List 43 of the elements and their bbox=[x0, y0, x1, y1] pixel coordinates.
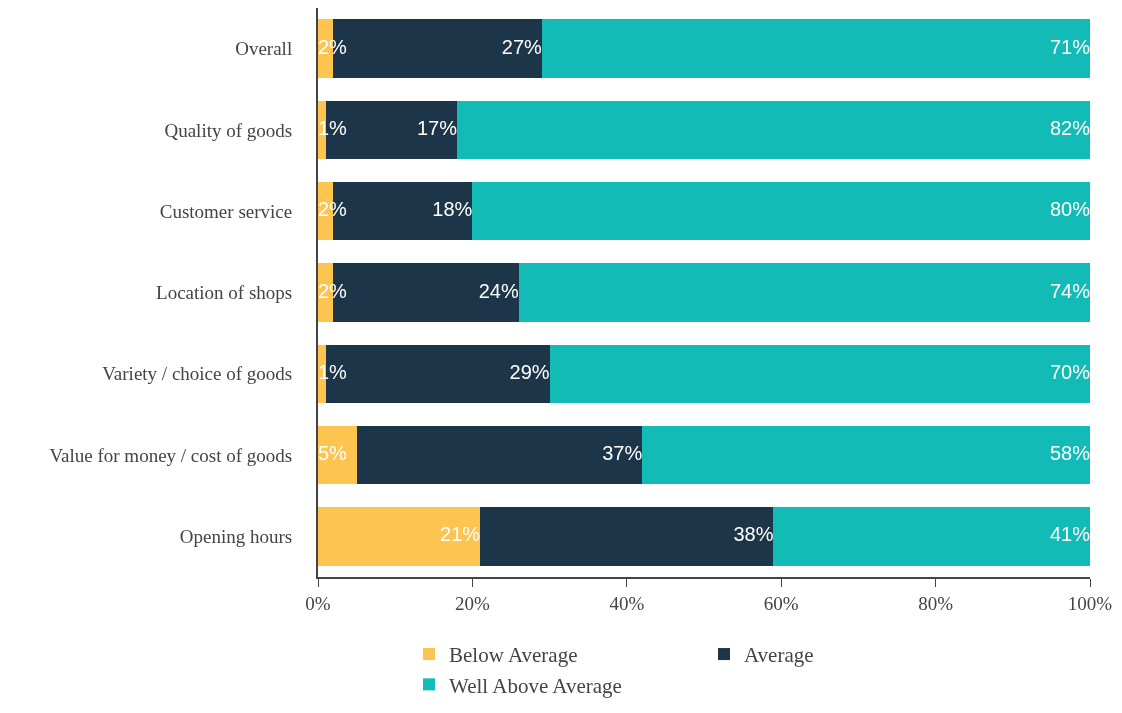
y-tick-label: Value for money / cost of goods bbox=[49, 444, 293, 466]
bar bbox=[518, 263, 1090, 322]
x-tick-label: 20% bbox=[454, 592, 490, 614]
y-tick-label: Opening hours bbox=[179, 526, 293, 548]
y-tick-label: Overall bbox=[235, 38, 293, 60]
data-label: 82% bbox=[1049, 116, 1091, 139]
x-tick-label: 40% bbox=[609, 592, 645, 614]
y-tick-label: Location of shops bbox=[156, 282, 293, 304]
bar bbox=[472, 181, 1090, 241]
x-tick-label: 80% bbox=[918, 592, 954, 614]
data-label: 24% bbox=[478, 279, 519, 302]
data-label: 58% bbox=[1049, 442, 1091, 465]
bar bbox=[480, 507, 774, 566]
bar bbox=[541, 19, 1090, 78]
data-label: 41% bbox=[1049, 523, 1091, 546]
data-label: 37% bbox=[602, 442, 643, 465]
data-label: 80% bbox=[1049, 198, 1091, 221]
x-tick-label: 0% bbox=[305, 592, 331, 614]
legend-label: Below Average bbox=[449, 643, 578, 668]
data-label: 70% bbox=[1049, 360, 1091, 383]
data-label: 27% bbox=[501, 35, 543, 58]
bar bbox=[642, 425, 1090, 485]
data-label: 21% bbox=[440, 523, 481, 546]
data-label: 74% bbox=[1049, 279, 1091, 302]
x-tick-label: 60% bbox=[763, 592, 799, 614]
data-label: 17% bbox=[416, 116, 458, 139]
legend-label: Well Above Average bbox=[449, 673, 622, 698]
data-label: 5% bbox=[318, 442, 348, 465]
data-label: 29% bbox=[509, 360, 550, 383]
bar bbox=[456, 100, 1090, 160]
y-tick-label: Variety / choice of goods bbox=[102, 363, 293, 385]
bar bbox=[356, 425, 643, 485]
legend-label: Average bbox=[744, 643, 814, 668]
y-tick-label: Customer service bbox=[159, 200, 293, 222]
bar bbox=[318, 425, 357, 485]
x-tick-label: 100% bbox=[1067, 592, 1113, 614]
bar bbox=[773, 507, 1090, 566]
data-label: 38% bbox=[733, 523, 774, 546]
data-label: 18% bbox=[432, 198, 473, 221]
y-tick-label: Quality of goods bbox=[164, 119, 293, 141]
bar bbox=[549, 344, 1090, 404]
bar bbox=[318, 507, 481, 566]
data-label: 71% bbox=[1049, 35, 1091, 58]
